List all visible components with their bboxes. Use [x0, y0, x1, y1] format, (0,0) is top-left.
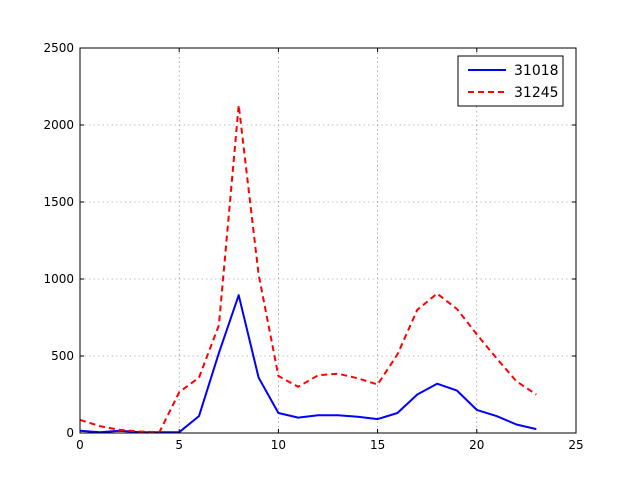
legend-label: 31245 [514, 85, 559, 101]
y-tick-label: 1000 [43, 272, 74, 286]
x-tick-label: 25 [568, 438, 583, 452]
y-tick-label: 500 [51, 349, 74, 363]
x-tick-label: 20 [469, 438, 484, 452]
y-tick-label: 1500 [43, 195, 74, 209]
series-lines [79, 104, 537, 434]
legend-label: 31018 [514, 63, 559, 79]
legend-box [457, 55, 564, 107]
series-line-31018 [79, 294, 537, 434]
series-line-31245 [79, 104, 537, 434]
x-tick-label: 5 [175, 438, 183, 452]
y-tick-label: 2000 [43, 118, 74, 132]
plot-border [79, 47, 577, 434]
x-tick-label: 0 [76, 438, 84, 452]
x-tick-label: 10 [271, 438, 286, 452]
y-tick-label: 0 [66, 426, 74, 440]
plot-area [79, 47, 577, 434]
y-tick-label: 2500 [43, 41, 74, 55]
x-tick-label: 15 [370, 438, 385, 452]
legend: 31018 31245 [457, 55, 564, 107]
